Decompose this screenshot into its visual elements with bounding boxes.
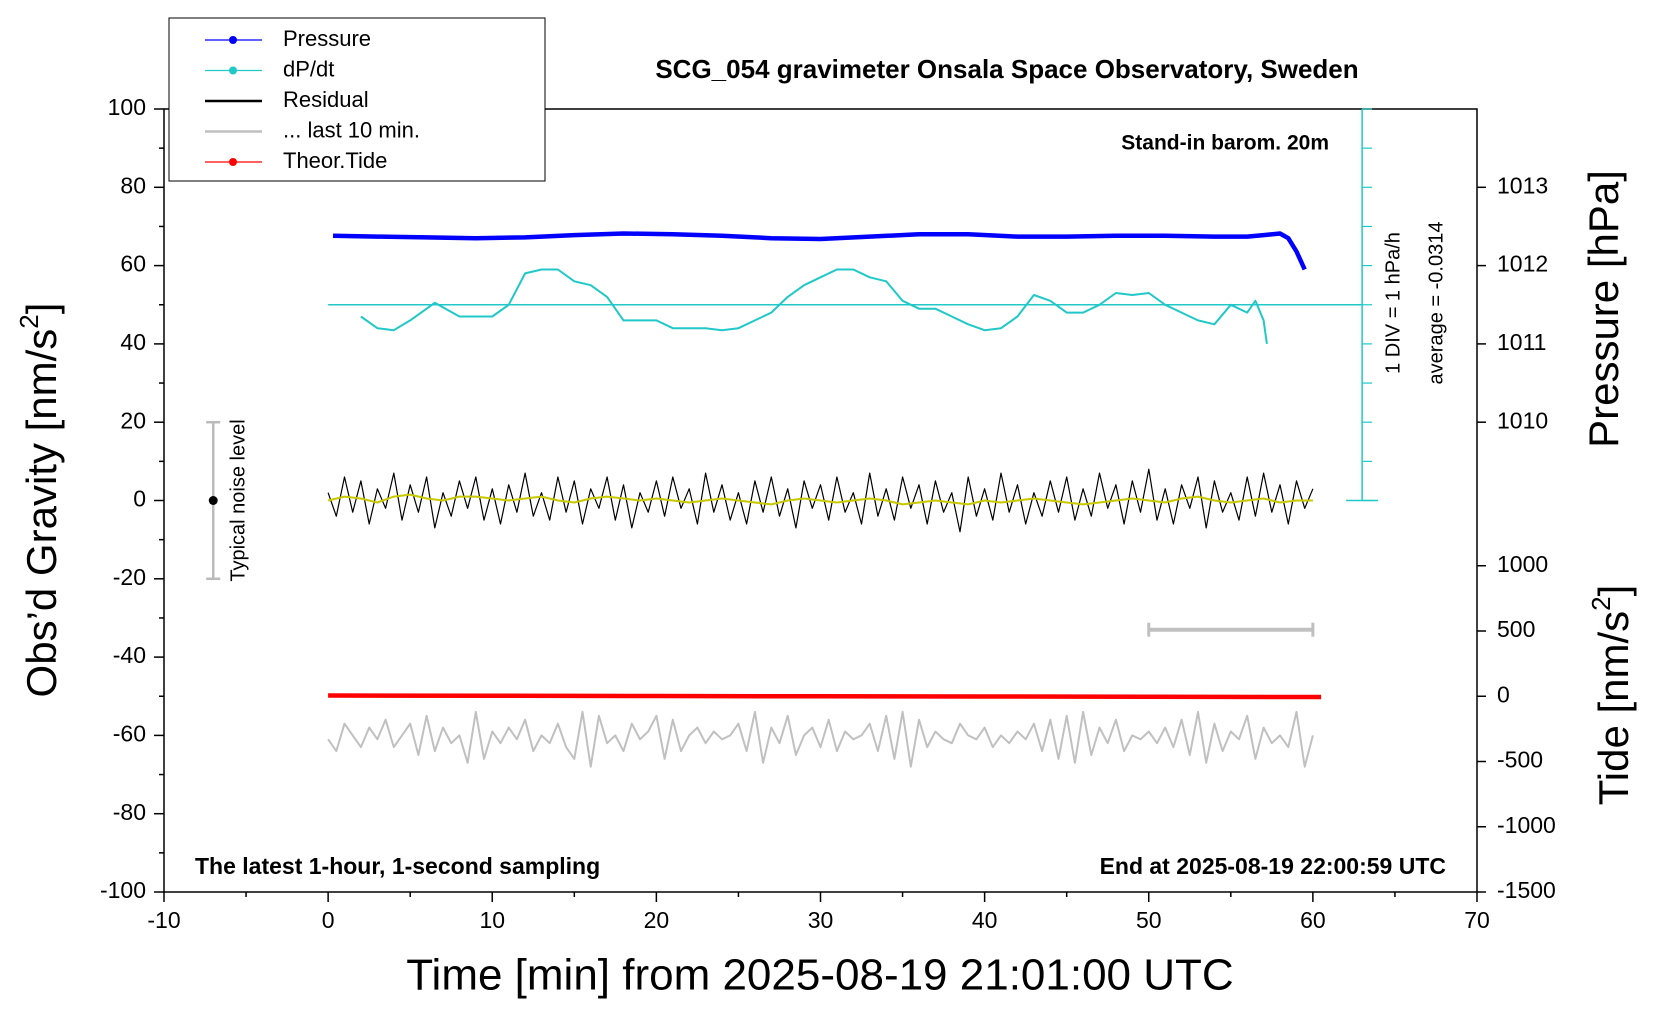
sampling-note: The latest 1-hour, 1-second sampling [195,853,600,879]
y3-tick-label: -1000 [1497,812,1556,838]
div-note: 1 DIV = 1 hPa/h [1382,232,1404,374]
legend-marker [229,158,237,166]
legend-marker [229,66,237,75]
y-tick-label: 20 [120,407,146,433]
x-tick-label: 70 [1464,907,1490,933]
legend-label: dP/dt [283,56,334,81]
y2-tick-label: 1011 [1497,329,1546,355]
y-tick-label: 40 [120,329,146,355]
y3-tick-label: 500 [1497,616,1535,642]
legend-marker [229,36,237,44]
x-tick-label: 0 [322,907,335,933]
end-note: End at 2025-08-19 22:00:59 UTC [1100,853,1446,879]
noise-center [208,496,218,505]
y-tick-label: 60 [120,251,146,277]
y-axis-label: Obs’d Gravity [nm/s2] [14,303,65,698]
x-tick-label: 10 [479,907,505,933]
y-tick-label: -100 [100,877,146,903]
y-tick-label: -20 [113,564,146,590]
y3-tick-label: -1500 [1497,877,1556,903]
series-line [327,710,1314,768]
y2-tick-label: 1012 [1497,251,1548,277]
pressure-axis-label: Pressure [hPa] [1580,170,1627,448]
y2-tick-label: 1013 [1497,172,1548,198]
y-tick-label: 0 [133,486,146,512]
y-tick-label: 80 [120,172,146,198]
y-tick-label: -60 [113,720,146,746]
legend: Pressure dP/dt Residual ... last 10 min. The… [168,17,546,182]
barometer-note: Stand-in barom. 20m [1121,132,1329,155]
y2-tick-label: 1010 [1497,407,1548,433]
x-tick-label: -10 [147,907,180,933]
chart-title: SCG_054 gravimeter Onsala Space Observat… [655,54,1358,84]
x-tick-label: 60 [1300,907,1326,933]
noise-label: Typical noise level [228,419,250,581]
legend-label: Residual [283,87,369,112]
x-tick-label: 50 [1136,907,1162,933]
y3-tick-label: 1000 [1497,551,1548,577]
y3-tick-label: -500 [1497,747,1543,773]
legend-label: ... last 10 min. [283,117,420,142]
series-line [327,493,1313,506]
series-line [328,693,1322,700]
x-axis-label: Time [min] from 2025-08-19 21:01:00 UTC [406,951,1233,1000]
series-line [360,268,1268,345]
x-tick-label: 20 [644,907,670,933]
y3-tick-label: 0 [1497,681,1510,707]
tide-axis-label: Tide [nm/s2] [1586,585,1637,806]
average-note: average = -0.0314 [1425,222,1447,385]
series-line [332,231,1307,271]
legend-label: Theor.Tide [283,148,387,173]
x-tick-label: 30 [808,907,834,933]
y-tick-label: 100 [108,94,146,120]
legend-label: Pressure [283,26,371,51]
legend-box [168,17,546,182]
y-tick-label: -40 [113,642,146,668]
series-line [327,468,1314,533]
x-tick-label: 40 [972,907,998,933]
y-tick-label: -80 [113,799,146,825]
